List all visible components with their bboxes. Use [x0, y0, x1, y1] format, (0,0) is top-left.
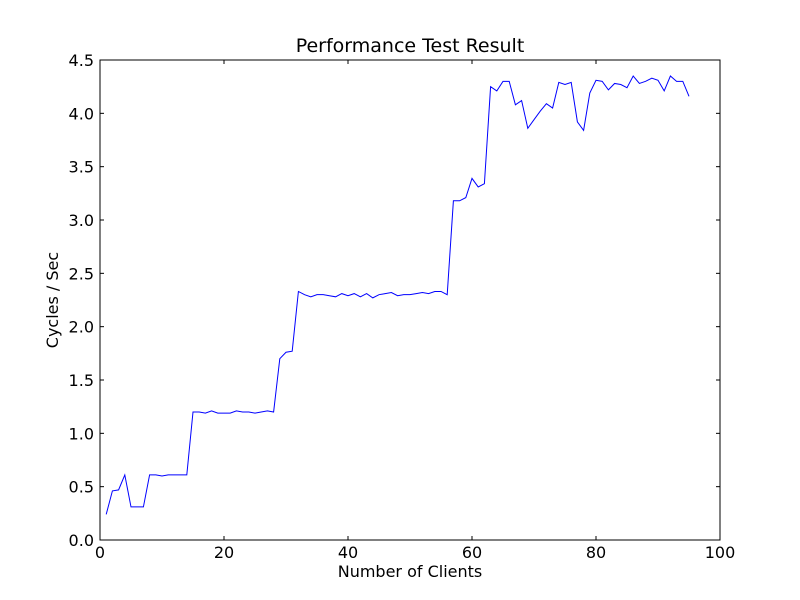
plot-area [100, 60, 720, 540]
x-tick-label: 100 [705, 543, 736, 562]
x-tick-label: 0 [95, 543, 105, 562]
y-axis-label: Cycles / Sec [43, 252, 62, 348]
x-tick-label: 20 [214, 543, 234, 562]
y-tick-label: 4.5 [69, 51, 94, 70]
x-axis-label: Number of Clients [338, 562, 483, 581]
x-tick-label: 40 [338, 543, 358, 562]
x-tick-label: 80 [586, 543, 606, 562]
y-tick-label: 2.5 [69, 264, 94, 283]
y-tick-label: 0.5 [69, 478, 94, 497]
series-line-0 [105, 75, 690, 515]
y-tick-label: 3.0 [69, 211, 94, 230]
y-tick-label: 2.0 [69, 318, 94, 337]
plot-frame [99, 59, 721, 541]
chart-title: Performance Test Result [296, 35, 525, 57]
y-tick-label: 1.5 [69, 371, 94, 390]
y-tick-label: 0.0 [69, 531, 94, 550]
y-tick-label: 3.5 [69, 158, 94, 177]
x-axis: 0 20 40 60 80 100 [95, 60, 735, 562]
y-tick-label: 1.0 [69, 424, 94, 443]
y-axis: 0.0 0.5 1.0 1.5 2.0 2.5 3.0 3.5 4.0 4.5 [69, 51, 720, 550]
plot-marks [105, 75, 690, 515]
y-tick-label: 4.0 [69, 104, 94, 123]
x-tick-label: 60 [462, 543, 482, 562]
